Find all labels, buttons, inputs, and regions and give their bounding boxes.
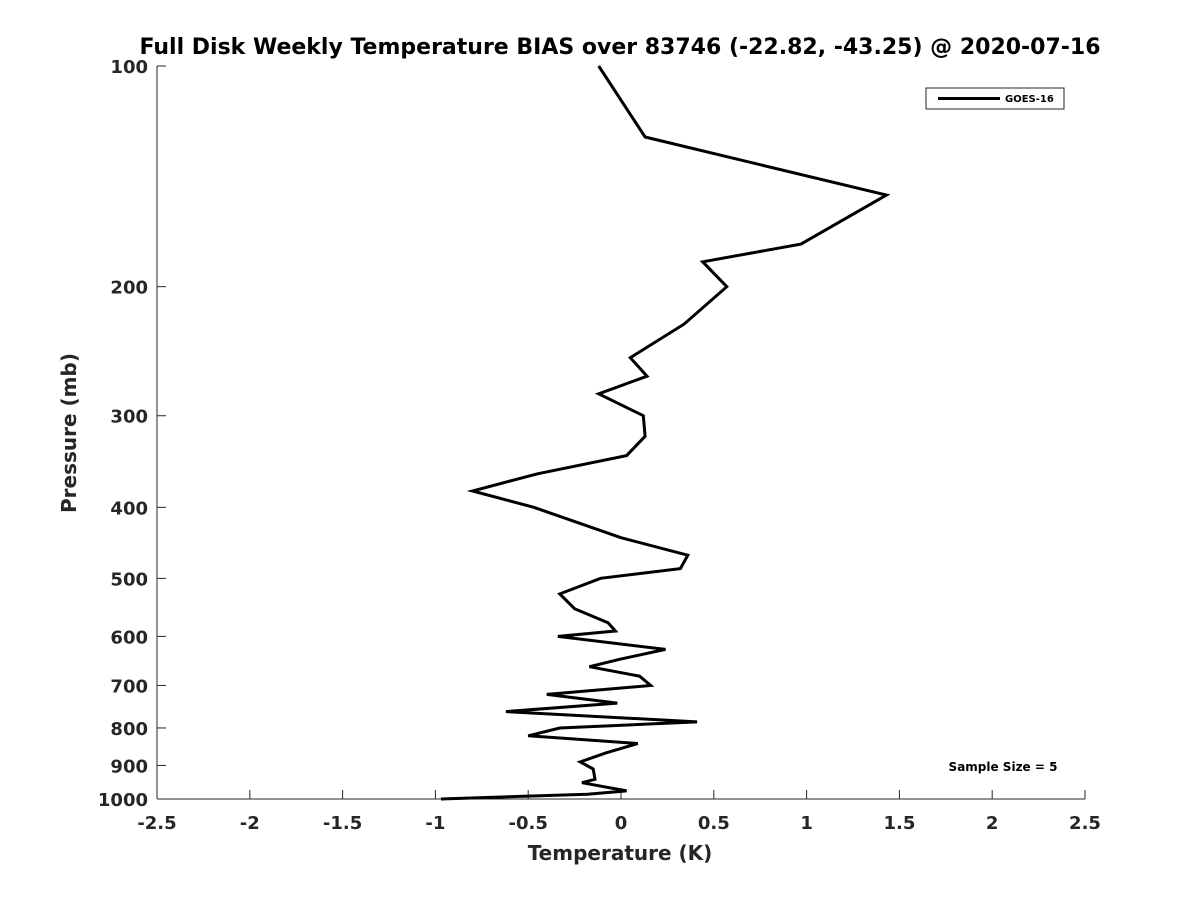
y-tick-label: 400	[110, 498, 148, 519]
y-tick-label: 600	[110, 627, 148, 648]
y-tick-label: 1000	[98, 790, 148, 811]
legend: GOES-16	[925, 87, 1065, 110]
y-tick-label: 100	[110, 57, 148, 78]
x-tick-label: 2.5	[1069, 813, 1101, 834]
y-tick-label: 500	[110, 569, 148, 590]
y-tick-label: 200	[110, 278, 148, 299]
x-tick-label: -1	[425, 813, 445, 834]
x-tick-label: -2.5	[137, 813, 176, 834]
y-tick-label: 800	[110, 719, 148, 740]
x-tick-label: 2	[986, 813, 999, 834]
axes: -2.5 -2 -1.5 -1 -0.5 0 0.5 1 1.5 2 2.5 100 200 300 400…	[98, 57, 1101, 834]
x-tick-label: -2	[240, 813, 260, 834]
x-tick-label: -1.5	[323, 813, 362, 834]
chart-title: Full Disk Weekly Temperature BIAS over 8…	[139, 35, 1100, 60]
x-tick-label: 1.5	[883, 813, 915, 834]
x-tick-label: -0.5	[509, 813, 548, 834]
legend-label-goes16: GOES-16	[1005, 94, 1054, 105]
x-tick-label: 0.5	[698, 813, 730, 834]
sample-size-annotation: Sample Size = 5	[949, 760, 1058, 774]
y-tick-label: 300	[110, 407, 148, 428]
x-axis-label: Temperature (K)	[528, 841, 713, 865]
plot-area	[440, 65, 891, 801]
y-tick-label: 900	[110, 756, 148, 777]
y-tick-label: 700	[110, 676, 148, 697]
series-line-goes-16	[440, 65, 891, 801]
x-tick-label: 1	[800, 813, 813, 834]
x-tick-label: 0	[615, 813, 628, 834]
y-axis-label: Pressure (mb)	[57, 353, 81, 513]
